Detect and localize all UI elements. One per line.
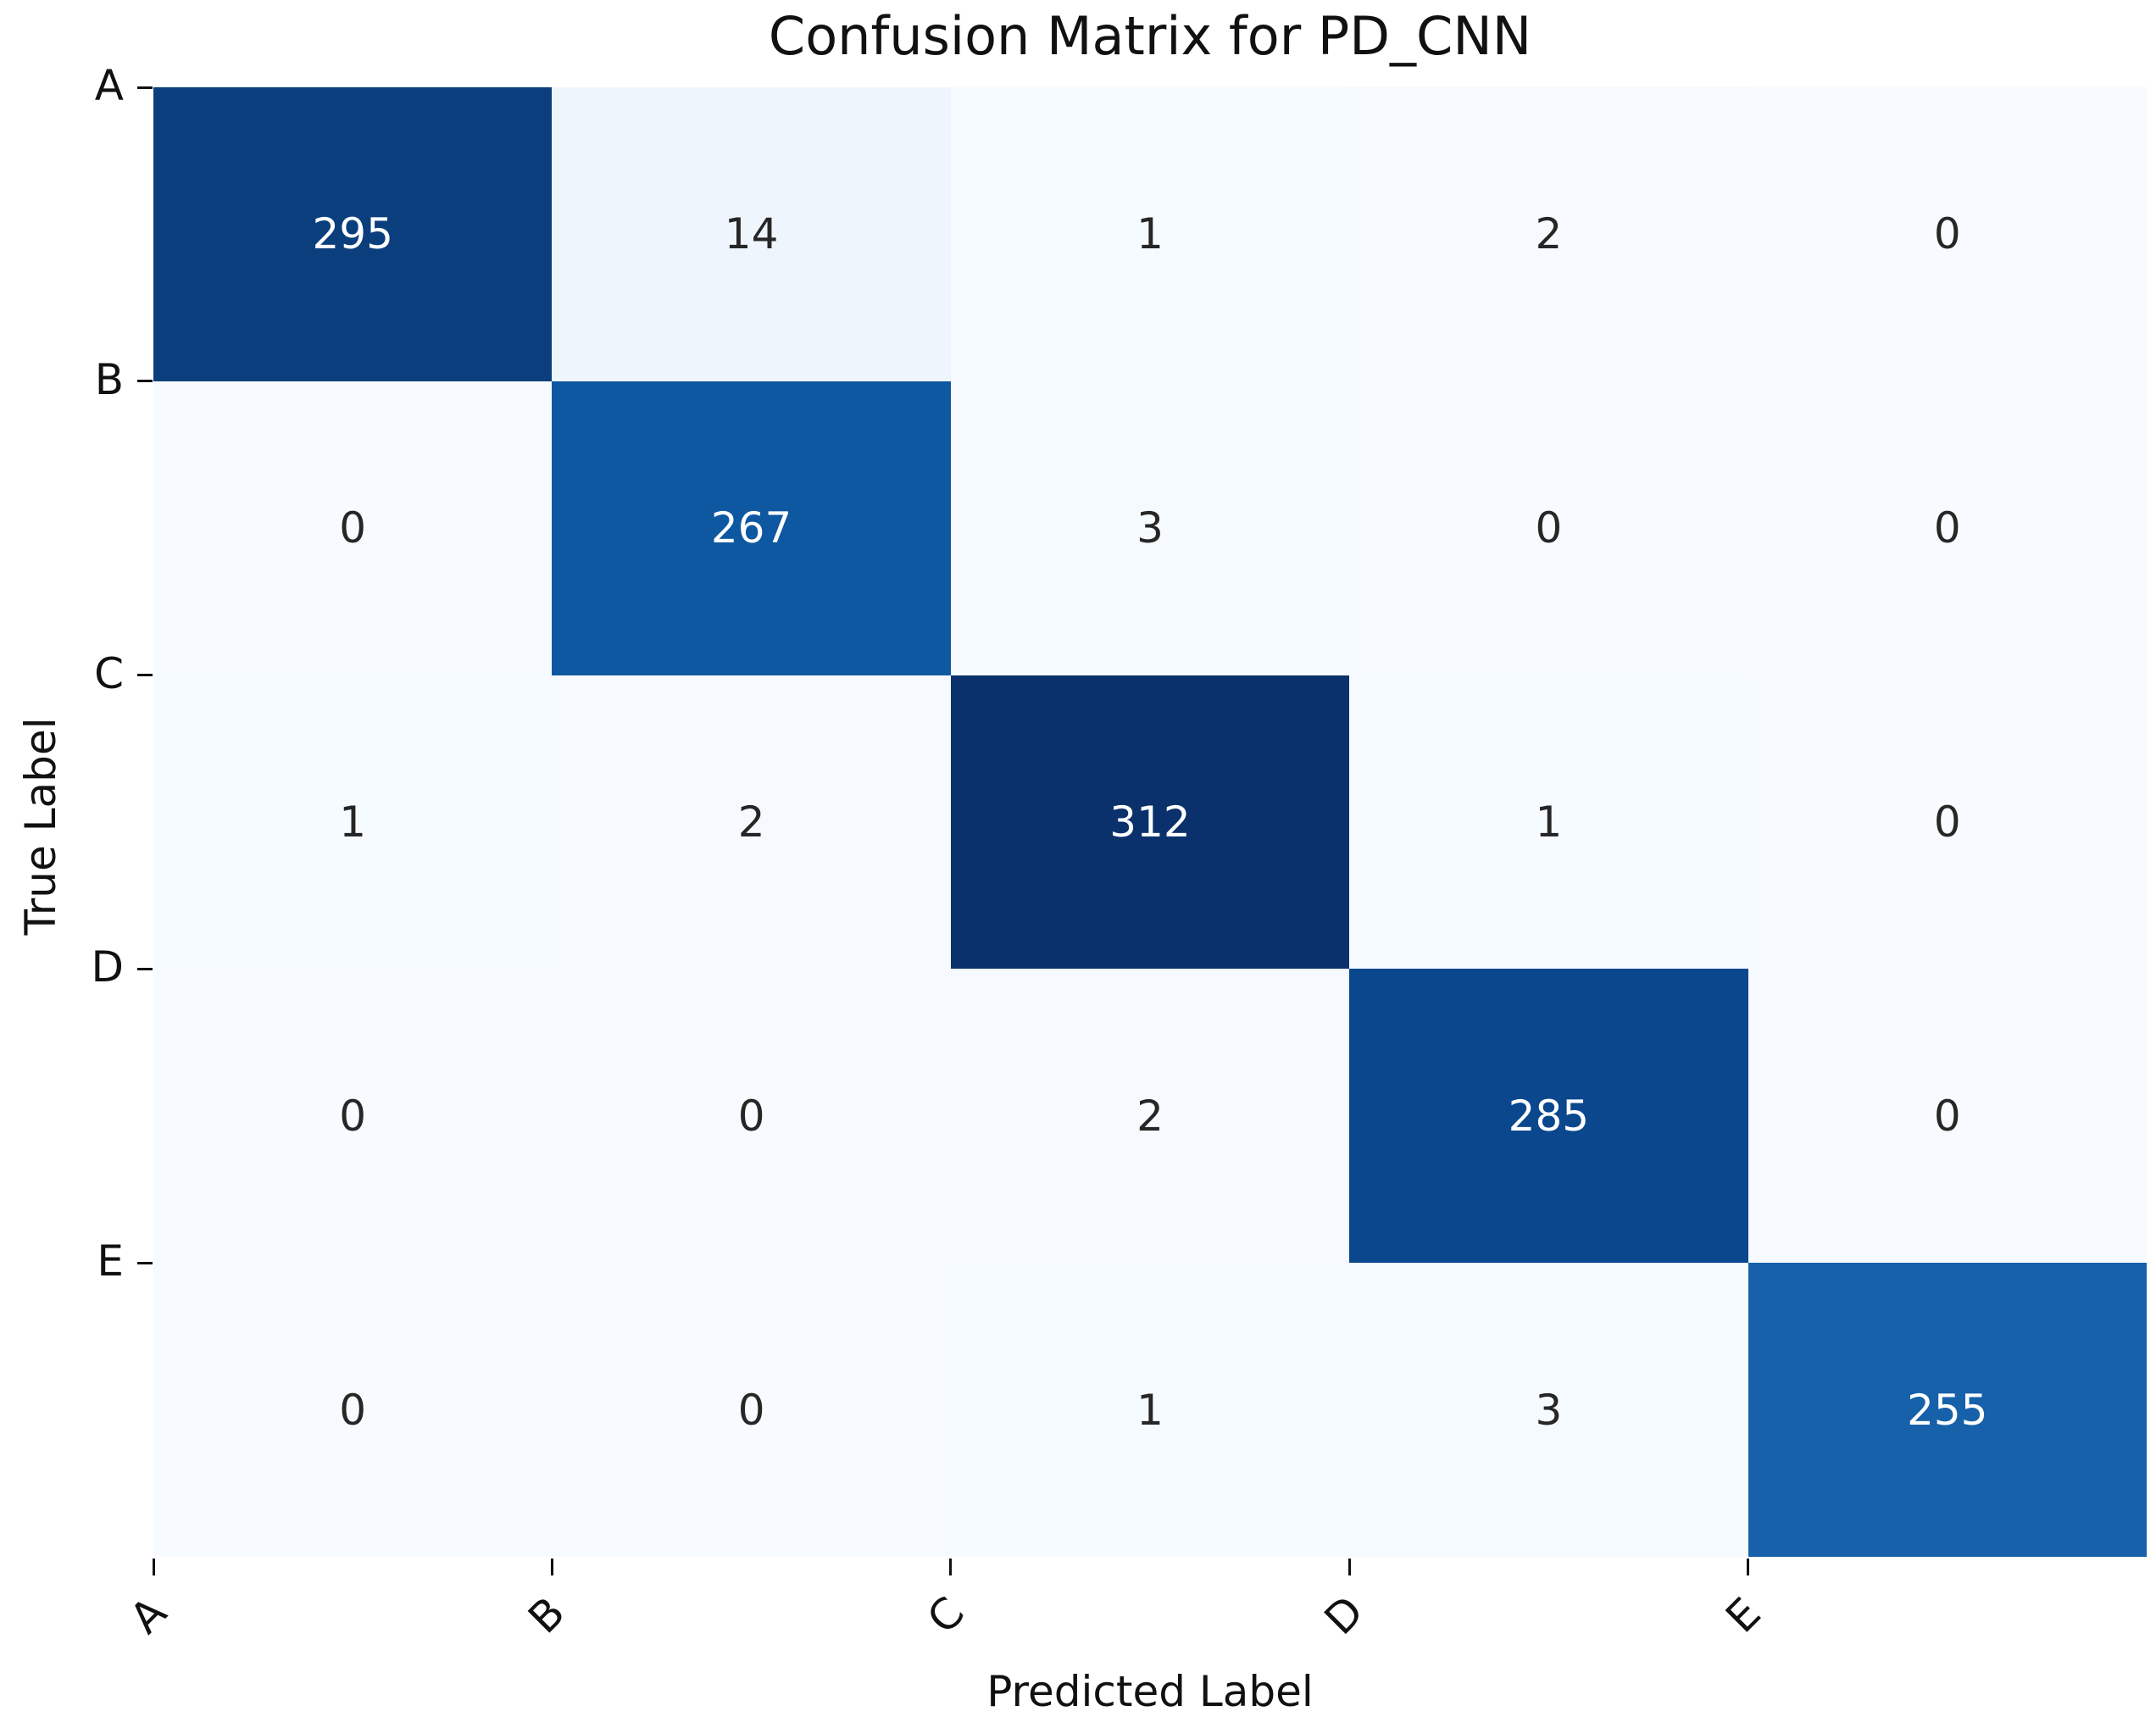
- x-tick-label: D: [1315, 1586, 1374, 1645]
- x-axis-label: Predicted Label: [986, 1667, 1314, 1716]
- matrix-cell: 14: [552, 87, 951, 381]
- y-tick-mark: [137, 86, 153, 89]
- y-tick-mark: [137, 1261, 153, 1264]
- matrix-cell: 0: [1349, 381, 1748, 675]
- matrix-cell: 0: [1748, 675, 2147, 970]
- matrix-cell: 312: [950, 675, 1350, 970]
- x-tick-mark: [1747, 1559, 1750, 1575]
- matrix-cell: 0: [552, 969, 951, 1264]
- x-tick-mark: [1348, 1559, 1351, 1575]
- matrix-cell: 2: [1349, 87, 1748, 381]
- matrix-cell: 3: [950, 381, 1350, 675]
- matrix-cell: 1: [153, 675, 553, 970]
- y-tick-label: E: [97, 1236, 124, 1286]
- y-tick-label: C: [94, 648, 124, 698]
- x-tick-label: A: [120, 1587, 176, 1643]
- matrix-cell: 3: [1349, 1263, 1748, 1557]
- y-tick-label: D: [91, 942, 124, 992]
- matrix-cell: 0: [1748, 381, 2147, 675]
- matrix-cell: 285: [1349, 969, 1748, 1264]
- x-tick-mark: [152, 1559, 155, 1575]
- matrix-cell: 0: [1748, 87, 2147, 381]
- y-tick-mark: [137, 380, 153, 383]
- matrix-cell: 255: [1748, 1263, 2147, 1557]
- x-tick-label: E: [1715, 1588, 1770, 1642]
- y-tick-label: B: [94, 354, 124, 404]
- x-tick-label: B: [519, 1587, 575, 1643]
- y-tick-label: A: [94, 61, 124, 110]
- y-axis-label: True Label: [16, 717, 65, 936]
- x-tick-label: C: [917, 1587, 974, 1643]
- x-tick-mark: [949, 1559, 953, 1575]
- matrix-cell: 2: [950, 969, 1350, 1264]
- heatmap-grid: 295 14 1 2 0 0 267 3 0 0 1 2 312 1 0 0 0 2 285 0 0 0 1 3 255: [153, 87, 2147, 1557]
- chart-title: Confusion Matrix for PD_CNN: [768, 5, 1532, 67]
- matrix-cell: 0: [153, 969, 553, 1264]
- matrix-cell: 295: [153, 87, 553, 381]
- y-tick-mark: [137, 967, 153, 970]
- matrix-cell: 1: [1349, 675, 1748, 970]
- matrix-cell: 0: [153, 1263, 553, 1557]
- matrix-cell: 0: [1748, 969, 2147, 1264]
- matrix-cell: 1: [950, 87, 1350, 381]
- matrix-cell: 267: [552, 381, 951, 675]
- matrix-cell: 2: [552, 675, 951, 970]
- y-tick-mark: [137, 674, 153, 677]
- matrix-cell: 0: [552, 1263, 951, 1557]
- matrix-cell: 0: [153, 381, 553, 675]
- matrix-cell: 1: [950, 1263, 1350, 1557]
- x-tick-mark: [550, 1559, 553, 1575]
